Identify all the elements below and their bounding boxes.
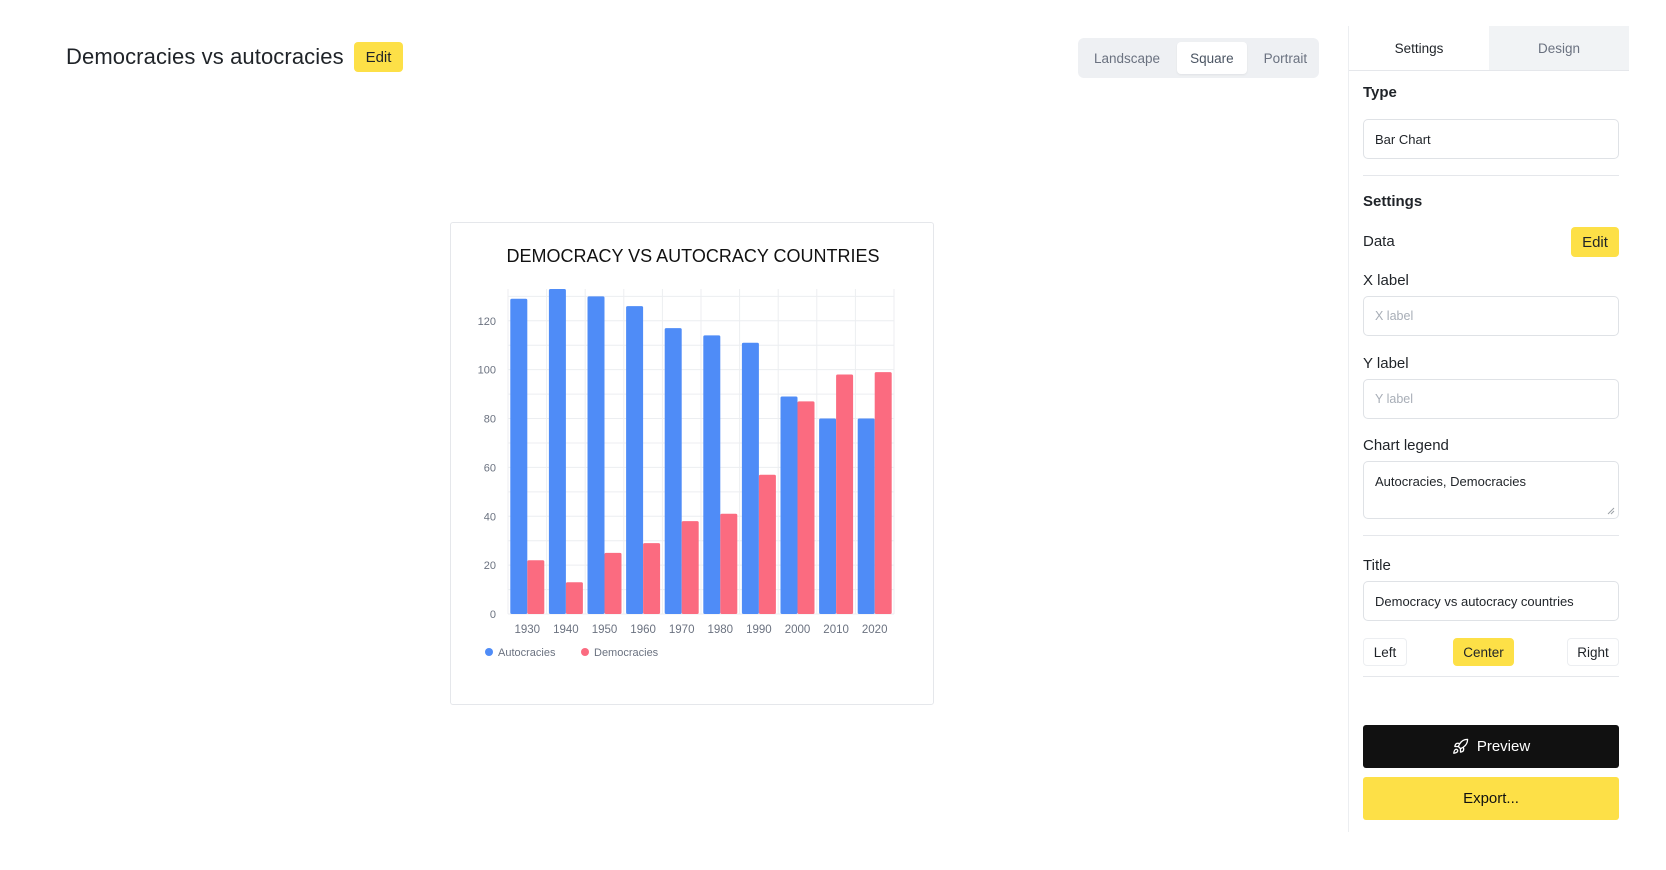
y-tick-label: 0 (490, 609, 496, 621)
x-tick-label: 2020 (862, 624, 888, 636)
divider (1363, 175, 1619, 176)
type-heading: Type (1363, 84, 1397, 101)
bar-autocracies-2020[interactable] (857, 418, 875, 614)
bar-democracies-1980[interactable] (720, 513, 738, 614)
bar-autocracies-1970[interactable] (664, 328, 682, 614)
bar-democracies-2000[interactable] (797, 401, 815, 614)
x-label-label: X label (1363, 272, 1409, 289)
title-label: Title (1363, 557, 1391, 574)
bar-autocracies-1950[interactable] (587, 296, 605, 614)
bar-autocracies-1980[interactable] (703, 335, 721, 614)
y-tick-label: 120 (478, 316, 496, 328)
bar-democracies-1940[interactable] (565, 582, 583, 614)
y-tick-label: 100 (478, 365, 496, 377)
y-tick-label: 20 (484, 560, 496, 572)
legend-marker-autocracies (485, 648, 493, 656)
bar-democracies-2010[interactable] (836, 374, 854, 614)
x-label-input[interactable]: X label (1363, 296, 1619, 336)
page-title: Democracies vs autocracies (66, 44, 344, 69)
bar-autocracies-2000[interactable] (780, 396, 798, 614)
x-tick-label: 1940 (553, 624, 579, 636)
chart-legend-textarea[interactable]: Autocracies, Democracies (1363, 461, 1619, 519)
divider (1363, 535, 1619, 536)
orientation-toggle: Landscape Square Portrait (1078, 38, 1319, 78)
x-tick-label: 1970 (669, 624, 695, 636)
bar-democracies-1970[interactable] (681, 521, 699, 614)
panel-tabs: Settings Design (1349, 26, 1629, 71)
orientation-landscape-button[interactable]: Landscape (1081, 42, 1173, 74)
rocket-icon (1452, 738, 1469, 754)
align-left-button[interactable]: Left (1363, 638, 1407, 666)
legend-label-autocracies[interactable]: Autocracies (498, 647, 556, 659)
x-tick-label: 2000 (785, 624, 811, 636)
chart-legend-label: Chart legend (1363, 437, 1449, 454)
legend-label-democracies[interactable]: Democracies (594, 647, 659, 659)
orientation-square-button[interactable]: Square (1177, 42, 1247, 74)
settings-heading: Settings (1363, 193, 1423, 210)
bar-democracies-2020[interactable] (874, 372, 892, 614)
y-tick-label: 60 (484, 462, 496, 474)
y-tick-label: 40 (484, 511, 496, 523)
tab-design[interactable]: Design (1489, 26, 1629, 71)
bar-democracies-1930[interactable] (527, 560, 545, 614)
bar-democracies-1960[interactable] (643, 543, 661, 614)
bar-autocracies-1940[interactable] (548, 289, 566, 614)
edit-data-button[interactable]: Edit (1571, 227, 1619, 257)
title-input[interactable]: Democracy vs autocracy countries (1363, 581, 1619, 621)
chart-title: DEMOCRACY VS AUTOCRACY COUNTRIES (506, 246, 879, 266)
x-tick-label: 1950 (592, 624, 618, 636)
settings-panel: Settings Design Type Bar Chart Settings … (1348, 26, 1629, 832)
x-tick-label: 1990 (746, 624, 772, 636)
preview-button[interactable]: Preview (1363, 725, 1619, 768)
resize-grip-icon[interactable] (1607, 507, 1615, 515)
bar-democracies-1990[interactable] (758, 474, 776, 614)
preview-label: Preview (1476, 738, 1531, 755)
chart-type-select[interactable]: Bar Chart (1363, 119, 1619, 159)
bar-democracies-1950[interactable] (604, 552, 622, 614)
bar-autocracies-1960[interactable] (626, 306, 644, 614)
x-tick-label: 1930 (515, 624, 541, 636)
x-tick-label: 1960 (630, 624, 656, 636)
bar-chart: DEMOCRACY VS AUTOCRACY COUNTRIES 0 20 40 60… (478, 246, 895, 659)
bar-autocracies-1930[interactable] (510, 298, 528, 614)
edit-title-button[interactable]: Edit (354, 42, 403, 72)
divider (1363, 676, 1619, 677)
y-tick-label: 80 (484, 414, 496, 426)
y-label-input[interactable]: Y label (1363, 379, 1619, 419)
align-right-button[interactable]: Right (1567, 638, 1619, 666)
export-button[interactable]: Export... (1363, 777, 1619, 820)
x-tick-label: 1980 (708, 624, 734, 636)
tab-settings[interactable]: Settings (1349, 26, 1489, 71)
chart-preview-card: DEMOCRACY VS AUTOCRACY COUNTRIES 0 20 40 60… (450, 222, 934, 705)
orientation-portrait-button[interactable]: Portrait (1251, 42, 1321, 74)
x-tick-label: 2010 (823, 624, 849, 636)
align-center-button[interactable]: Center (1453, 638, 1514, 666)
bar-autocracies-1990[interactable] (741, 342, 759, 614)
bar-autocracies-2010[interactable] (819, 418, 837, 614)
legend-marker-democracies (581, 648, 589, 656)
chart-legend-value: Autocracies, Democracies (1375, 474, 1526, 489)
y-label-label: Y label (1363, 355, 1409, 372)
data-label: Data (1363, 233, 1395, 250)
